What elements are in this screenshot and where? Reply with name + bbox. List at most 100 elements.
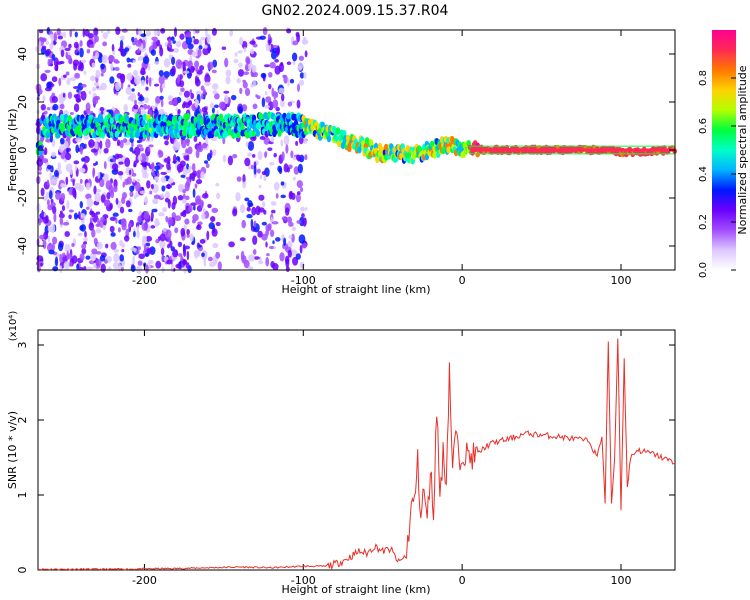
spectrogram-cell (271, 87, 275, 97)
spectrogram-cell (204, 81, 211, 87)
spectrogram-cell (62, 74, 67, 78)
spectrogram-cell (184, 102, 191, 109)
spectrogram-cell (116, 72, 123, 79)
spectrogram-cell (133, 146, 141, 157)
spectrogram-cell (265, 241, 268, 248)
spectrogram-cell (124, 178, 129, 186)
spectrogram-cell (159, 233, 166, 242)
spectrogram-cell (173, 97, 178, 107)
spectrogram-cell (155, 260, 162, 269)
spectrogram-cell (181, 152, 189, 156)
spectrogram-cell (238, 105, 243, 114)
spectrogram-cell (138, 101, 145, 105)
spectrogram-cell (93, 162, 97, 167)
spectrogram-cell (137, 57, 141, 62)
spectrogram-cell (274, 65, 281, 75)
spectrogram-cell (100, 263, 106, 273)
spectrogram-cell (173, 27, 178, 38)
spectrogram-cell (48, 190, 53, 200)
spectrogram-cell (154, 165, 161, 171)
spectrogram-cell (47, 58, 51, 67)
spectrogram-cell (143, 210, 150, 220)
spectrogram-cell (297, 83, 300, 92)
spectrogram-cell (275, 91, 279, 98)
spectrogram-cell (134, 99, 137, 105)
spectrogram-cell (280, 181, 285, 186)
spectrogram-cell (128, 208, 133, 213)
spectrogram-cell (167, 244, 170, 249)
spectrogram-cell (470, 150, 475, 156)
spectrogram-cell (295, 193, 301, 203)
spectrogram-cell (64, 47, 71, 52)
y-tick-label: 0 (16, 567, 29, 574)
spectrogram-cell (69, 111, 74, 116)
spectrogram-cell (281, 216, 288, 221)
spectrogram-cell (122, 181, 125, 188)
spectrogram-cell (239, 36, 244, 46)
colorbar-tick-label: 0.6 (698, 118, 709, 134)
spectrogram-cell (245, 141, 249, 147)
spectrogram-cell (196, 169, 202, 179)
spectrogram-cell (264, 104, 270, 109)
spectrogram-cell (182, 193, 186, 199)
spectrogram-cell (193, 38, 200, 45)
spectrogram-cell (162, 207, 168, 213)
spectrogram-cell (142, 113, 147, 121)
spectrogram-cell (38, 29, 44, 34)
spectrogram-cell (285, 144, 289, 154)
spectrogram-cell (192, 170, 198, 177)
spectrogram-cell (40, 262, 43, 267)
spectrogram-cell (72, 179, 75, 187)
spectrogram-cell (67, 91, 73, 99)
spectrogram-cell (133, 104, 139, 110)
spectrogram-cell (174, 138, 179, 148)
spectrogram-cell (103, 259, 108, 264)
spectrogram-cell (202, 208, 206, 213)
spectrogram-cell (51, 151, 57, 158)
spectrogram-cell (45, 215, 49, 224)
spectrogram-cell (114, 130, 120, 138)
spectrogram-cell (205, 134, 209, 145)
colorbar-tick-label: 0.0 (698, 262, 709, 278)
spectrogram-cell (172, 48, 180, 53)
spectrogram-cell (187, 146, 193, 155)
spectrogram-cell (213, 104, 219, 109)
spectrogram-cell (171, 65, 176, 76)
spectrogram-cell (150, 210, 154, 221)
spectrogram-cell (223, 90, 230, 94)
x-tick-label: 0 (459, 274, 466, 287)
spectrogram-cell (345, 134, 351, 142)
spectrogram-cell (250, 164, 254, 170)
spectrogram-cell (140, 33, 147, 38)
spectrogram-cell (92, 168, 95, 179)
spectrogram-cell (122, 138, 128, 143)
spectrogram-cell (145, 235, 153, 242)
spectrogram-cell (272, 240, 275, 245)
spectrogram-cell (145, 242, 151, 247)
x-tick-label: -100 (291, 274, 316, 287)
spectrogram-cell (136, 144, 143, 148)
spectrogram-cell (93, 82, 100, 87)
spectrogram-cell (57, 162, 62, 171)
spectrogram-cell (41, 209, 44, 220)
spectrogram-cell (83, 155, 90, 163)
spectrogram-cell (136, 225, 140, 234)
spectrogram-cell (222, 154, 227, 163)
spectrogram-cell (100, 82, 107, 91)
colorbar-tick-label: 0.2 (698, 214, 709, 230)
spectrogram-cell (180, 174, 186, 178)
spectrogram-cell (131, 36, 135, 43)
spectrogram-cell (295, 140, 299, 146)
spectrogram-cell (138, 210, 142, 216)
spectrogram-y-axis-label: Frequency (Hz) (6, 109, 19, 192)
spectrogram-cell (275, 237, 281, 242)
spectrogram-cell (239, 237, 246, 242)
spectrogram-cell (186, 250, 190, 261)
spectrogram-cell (91, 210, 95, 218)
spectrogram-cell (108, 55, 115, 63)
spectrogram-cell (145, 75, 149, 85)
spectrogram-cell (161, 85, 166, 89)
spectrogram-cell (175, 40, 182, 48)
spectrogram-cell (174, 215, 182, 222)
spectrogram-cell (259, 174, 263, 180)
